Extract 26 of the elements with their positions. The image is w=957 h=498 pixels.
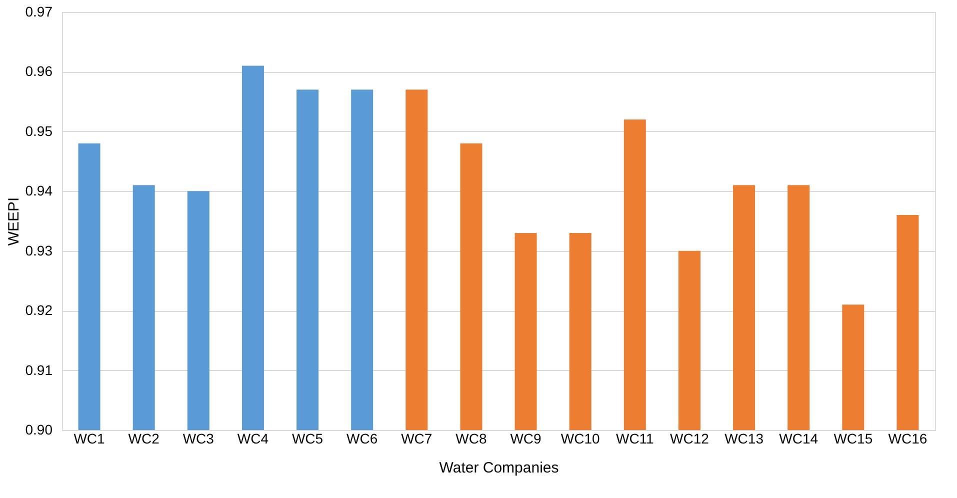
x-tick-label: WC15 [834,430,873,446]
y-tick-label: 0.90 [25,422,53,438]
y-tick-label: 0.91 [25,362,53,378]
x-tick-label: WC9 [510,430,542,446]
x-tick-label: WC14 [779,430,818,446]
x-tick-label: WC13 [724,430,764,446]
y-tick-label: 0.95 [25,122,53,139]
y-tick-label: 0.94 [25,182,53,199]
x-tick-label: WC4 [237,430,269,446]
y-tick-label: 0.97 [25,4,53,20]
x-tick-label: WC16 [888,430,928,446]
x-tick-label: WC5 [292,430,324,446]
y-tick-label: 0.92 [25,302,53,318]
y-tick-label: 0.93 [25,242,53,258]
x-tick-label: WC7 [401,430,432,446]
x-tick-label: WC2 [128,430,160,446]
x-tick-label: WC3 [182,430,214,446]
y-axis-title: WEEPI [5,197,22,246]
x-tick-label: WC6 [346,430,378,446]
x-tick-label: WC12 [670,430,710,446]
x-tick-label: WC11 [616,430,654,446]
x-tick-label: WC1 [74,430,106,446]
x-tick-label: WC10 [560,430,600,446]
x-tick-label: WC8 [456,430,487,446]
y-tick-label: 0.96 [25,63,53,80]
x-axis-title: Water Companies [439,460,559,476]
